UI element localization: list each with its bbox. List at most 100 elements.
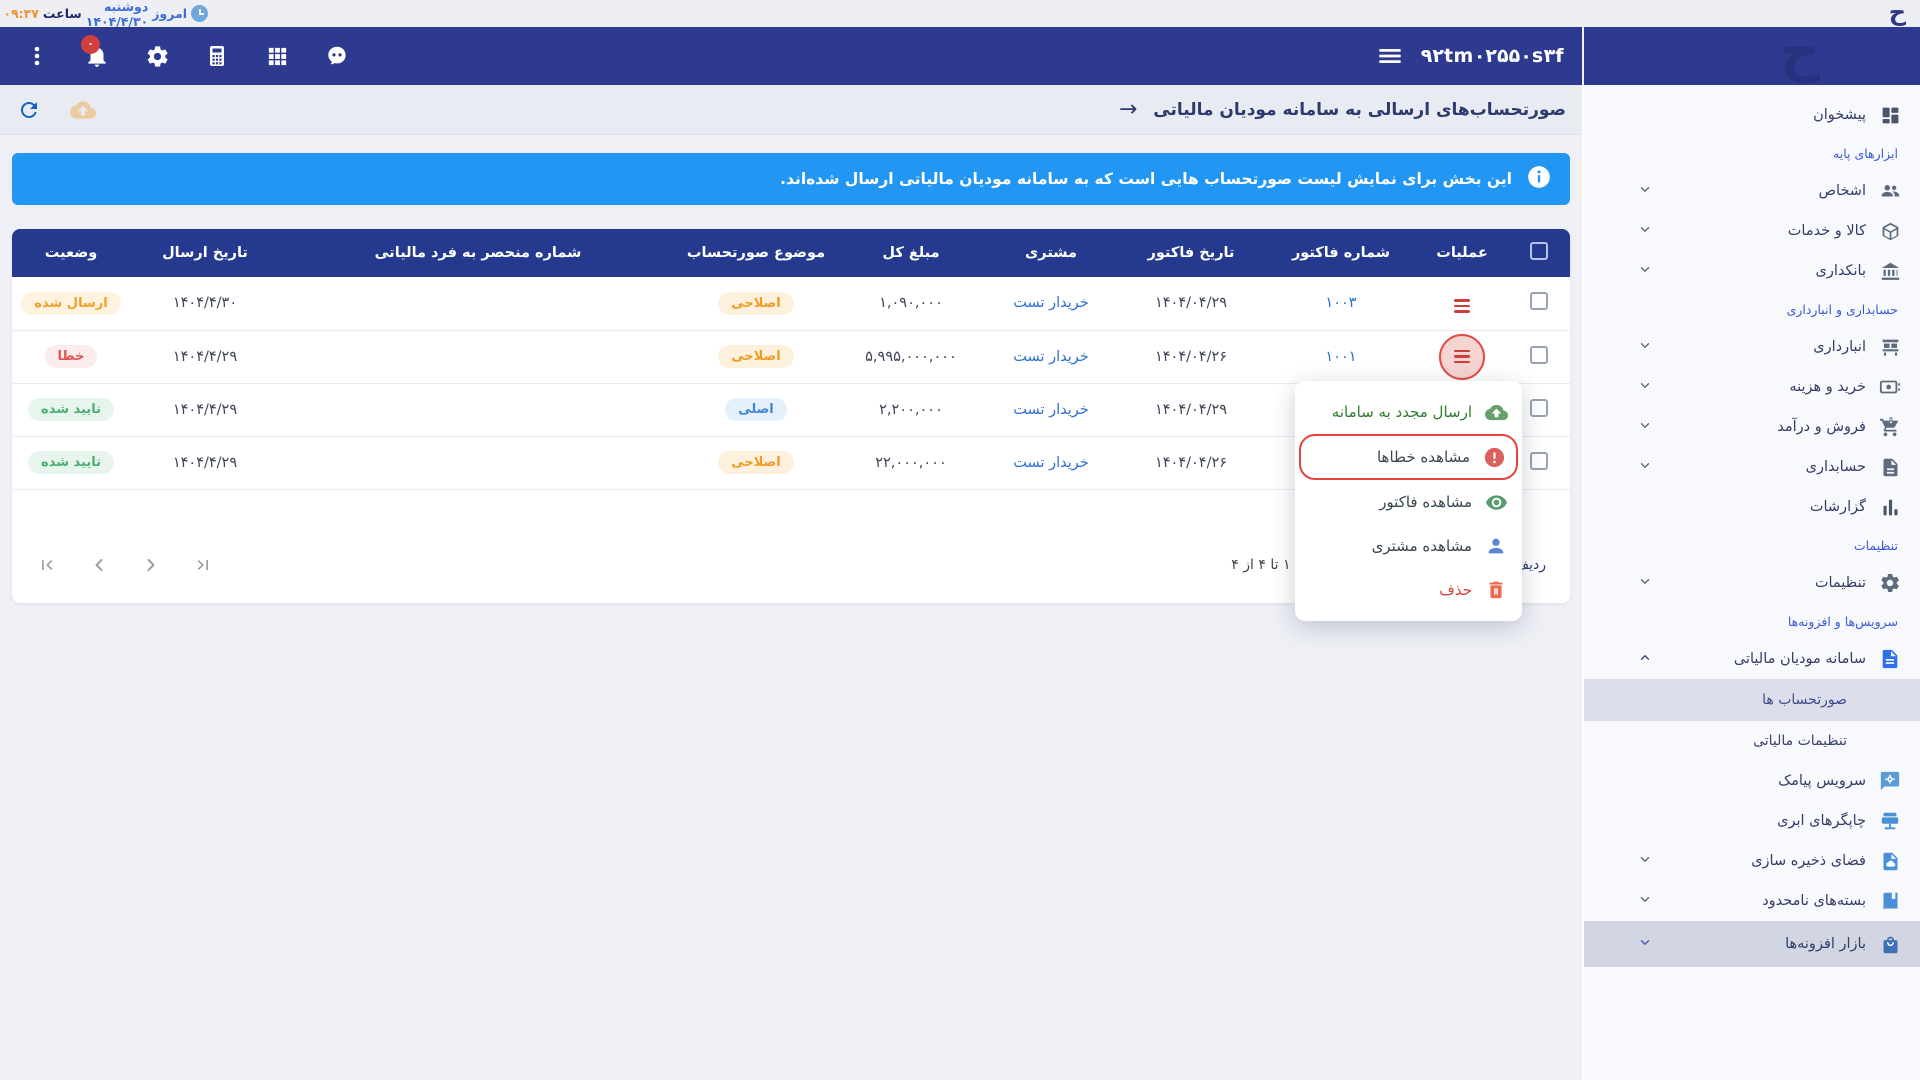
package-box-icon [1878,219,1902,243]
menu-item-view-invoice[interactable]: مشاهده فاکتور [1295,480,1522,524]
navbar-right: ۹۲tm۰۲۵۵۰s۳f [1377,27,1564,85]
row-operations-active[interactable] [1439,333,1485,380]
packages-book-icon [1878,889,1902,913]
sidebar-item-label: سرویس پیامک [1778,773,1866,789]
sidebar-item-dashboard[interactable]: پیشخوان [1584,95,1920,135]
invoice-date: ۱۴۰۴/۰۴/۲۶ [1116,436,1266,490]
last-page-button[interactable] [192,554,214,576]
invoice-date: ۱۴۰۴/۰۴/۲۶ [1116,330,1266,384]
row-operations-icon[interactable] [1450,346,1474,368]
export-cloud-icon[interactable] [70,97,96,123]
sms-service-icon [1878,769,1902,793]
total-amount: ۲,۲۰۰,۰۰۰ [836,383,986,437]
sidebar-item-label: حسابداری [1805,459,1866,475]
invoice-no-link[interactable]: ۱۰۰۳ [1325,295,1357,312]
sidebar-section-settings: تنظیمات [1853,537,1898,553]
sidebar-item-warehousing[interactable]: انبارداری [1584,327,1920,367]
send-date: ۱۴۰۴/۴/۲۹ [130,383,280,437]
kebab-menu-icon[interactable] [24,43,50,69]
chevron-down-icon [1638,935,1652,954]
sidebar-item-label: فضای ذخیره سازی [1751,853,1866,869]
sidebar-item-persons[interactable]: اشخاص [1584,171,1920,211]
sidebar-item-label: پیشخوان [1813,107,1866,123]
sidebar-section-services-addons: سرویس‌ها و افزونه‌ها [1787,613,1898,629]
status-badge: تایید شده [28,451,114,474]
calculator-icon[interactable] [204,43,230,69]
header-operations: عملیات [1416,229,1508,277]
cloud-printer-icon [1878,809,1902,833]
menu-item-label: مشاهده مشتری [1371,537,1472,555]
next-page-button[interactable] [140,554,162,576]
menu-item-delete[interactable]: حذف [1295,568,1522,612]
header-send-date: تاریخ ارسال [130,229,280,277]
first-page-button[interactable] [36,554,58,576]
sidebar-item-label: گزارشات [1809,499,1866,515]
sidebar-subitem-tax-settings[interactable]: تنظیمات مالیاتی [1584,721,1920,761]
sidebar-item-accounting[interactable]: حسابداری [1584,447,1920,487]
header-status: وضعیت [12,229,130,277]
sidebar-item-label: سامانه مودیان مالیاتی [1733,651,1866,667]
sidebar-item-tax-moadian-system[interactable]: سامانه مودیان مالیاتی [1584,639,1920,679]
subject-badge: اصلی [725,398,787,421]
menu-item-label: ارسال مجدد به سامانه [1331,403,1472,421]
sidebar-item-addons-market[interactable]: بازار افزونه‌ها [1584,921,1920,967]
info-banner: این بخش برای نمایش لیست صورتحساب هایی اس… [12,153,1570,205]
assistant-robot-icon[interactable] [324,43,350,69]
trash-icon [1484,578,1508,602]
row-checkbox[interactable] [1530,292,1548,311]
send-date: ۱۴۰۴/۴/۲۹ [130,436,280,490]
header-subject: موضوع صورتحساب [676,229,836,277]
back-arrow-icon[interactable]: → [1118,97,1138,122]
sidebar-item-unlimited-packages[interactable]: بسته‌های نامحدود [1584,881,1920,921]
row-checkbox[interactable] [1530,451,1548,470]
today-label: امروز [152,6,187,21]
bank-icon [1878,259,1902,283]
customer-link[interactable]: خریدار تست [1013,348,1089,365]
menu-item-view-customer[interactable]: مشاهده مشتری [1295,524,1522,568]
row-checkbox[interactable] [1530,398,1548,417]
apps-grid-icon[interactable] [264,43,290,69]
menu-item-resend-to-system[interactable]: ارسال مجدد به سامانه [1295,390,1522,434]
row-operations-icon[interactable] [1450,295,1474,317]
total-amount: ۲۲,۰۰۰,۰۰۰ [836,436,986,490]
prev-page-button[interactable] [88,554,110,576]
sidebar-item-cloud-printers[interactable]: چاپگرهای ابری [1584,801,1920,841]
menu-item-view-errors[interactable]: مشاهده خطاها [1299,434,1518,480]
info-icon [1526,164,1552,194]
pagination-range: ۱ تا ۴ از ۴ [1231,557,1291,573]
sidebar-item-storage-space[interactable]: فضای ذخیره سازی [1584,841,1920,881]
invoice-date: ۱۴۰۴/۰۴/۲۹ [1116,383,1266,437]
customer-link[interactable]: خریدار تست [1013,295,1089,312]
customer-link[interactable]: خریدار تست [1013,401,1089,418]
settings-gear-icon[interactable] [144,43,170,69]
bar-chart-icon [1878,495,1902,519]
status-badge: ارسال شده [21,291,121,315]
notifications-bell-icon[interactable]: ۰ [81,35,110,69]
sidebar-item-banking[interactable]: بانکداری [1584,251,1920,291]
refresh-icon[interactable] [16,97,42,123]
sidebar-subitem-invoices[interactable]: صورتحساب ها [1584,679,1920,721]
menu-item-label: مشاهده فاکتور [1379,493,1472,511]
brand-logo: ح [1888,0,1906,26]
customer-link[interactable]: خریدار تست [1013,454,1089,471]
sidebar-item-label: بانکداری [1815,263,1867,279]
table-header-row: عملیات شماره فاکتور تاریخ فاکتور مشتری م… [12,229,1570,277]
sidebar-item-sms-service[interactable]: سرویس پیامک [1584,761,1920,801]
info-banner-text: این بخش برای نمایش لیست صورتحساب هایی اس… [780,170,1512,188]
menu-item-label: مشاهده خطاها [1376,448,1470,466]
hamburger-menu-icon[interactable] [1377,43,1403,69]
sidebar-item-goods-services[interactable]: کالا و خدمات [1584,211,1920,251]
sidebar-item-sales-income[interactable]: فروش و درآمد [1584,407,1920,447]
sidebar-item-settings[interactable]: تنظیمات [1584,563,1920,603]
shopping-bag-icon [1878,932,1902,956]
sidebar-item-reports[interactable]: گزارشات [1584,487,1920,527]
current-time: ۰۹:۳۷ [3,6,39,21]
chevron-down-icon [1638,892,1652,911]
sidebar-item-purchase-expense[interactable]: خرید و هزینه [1584,367,1920,407]
invoice-no-link[interactable]: ۱۰۰۱ [1325,348,1357,365]
select-all-checkbox[interactable] [1530,242,1548,260]
row-checkbox[interactable] [1530,345,1548,364]
total-amount: ۱,۰۹۰,۰۰۰ [836,277,986,331]
sidebar-item-label: چاپگرهای ابری [1777,813,1866,829]
sidebar-subitem-label: تنظیمات مالیاتی [1753,733,1847,749]
